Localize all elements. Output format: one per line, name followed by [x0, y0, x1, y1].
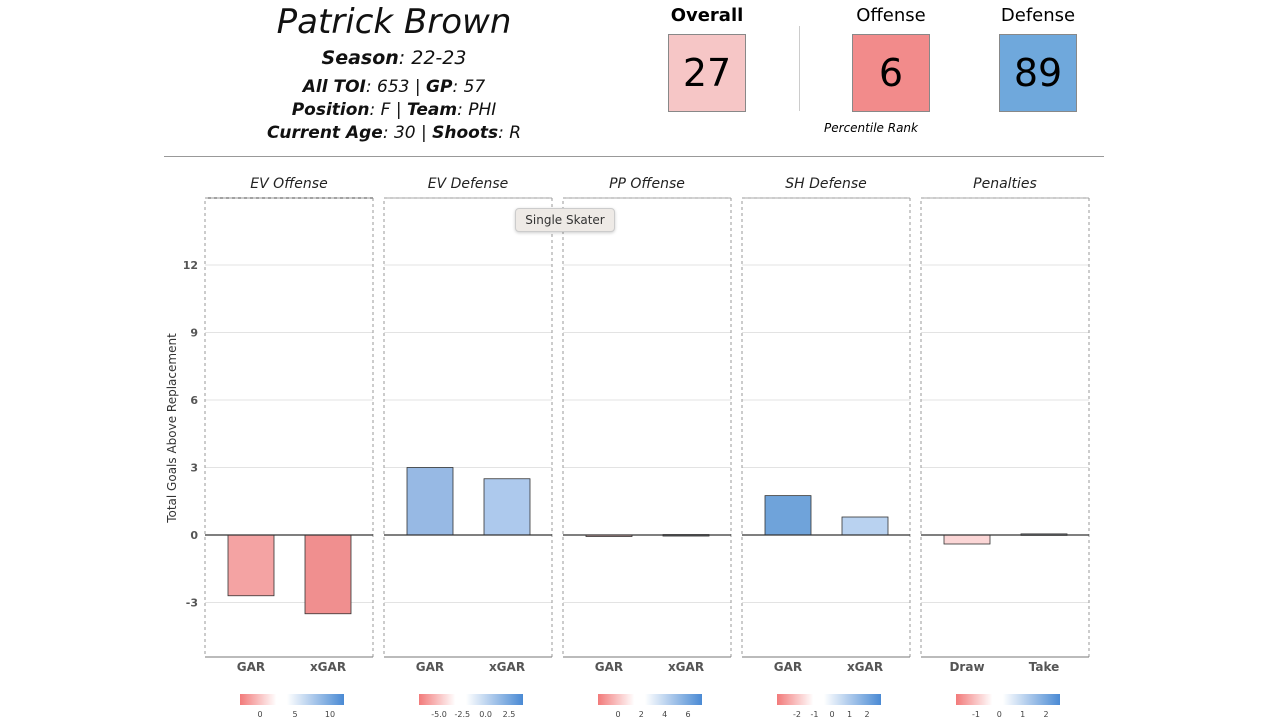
legend-tick-label: 10	[325, 710, 335, 719]
legend-tick-label: -1	[972, 710, 980, 719]
x-tick-label: Draw	[949, 660, 984, 674]
percentile-note: Percentile Rank	[824, 121, 918, 135]
legend-tick-label: 0	[829, 710, 834, 719]
color-legend-bar	[419, 694, 523, 705]
toi-line: All TOI: 653 | GP: 57	[302, 77, 486, 97]
offense-label: Offense	[856, 5, 926, 26]
panel-title: EV Offense	[250, 176, 327, 192]
position-line: Position: F | Team: PHI	[291, 100, 497, 120]
legend-tick-label: -1	[811, 710, 819, 719]
x-tick-label: Take	[1029, 660, 1060, 674]
player-name: Patrick Brown	[276, 2, 512, 42]
panel-title: PP Offense	[609, 176, 685, 192]
color-legend-bar	[777, 694, 881, 705]
x-tick-label: xGAR	[489, 660, 525, 674]
bar-gar	[227, 534, 275, 597]
panel-border	[562, 197, 732, 658]
panel-title: EV Defense	[428, 176, 509, 192]
legend-tick-label: -5.0	[431, 710, 447, 719]
defense-rank-box: 89	[999, 34, 1077, 112]
panel-border	[741, 197, 911, 658]
season-line: Season: 22-23	[321, 47, 467, 69]
bar-xgar	[483, 478, 531, 536]
x-tick-label: xGAR	[847, 660, 883, 674]
overall-rank-box: 27	[668, 34, 746, 112]
header-divider	[164, 156, 1104, 157]
bar-xgar	[841, 516, 889, 536]
legend-tick-label: 4	[662, 710, 667, 719]
legend-tick-label: 0.0	[479, 710, 492, 719]
age-line: Current Age: 30 | Shoots: R	[266, 123, 522, 143]
x-tick-label: GAR	[237, 660, 265, 674]
y-axis-label: Total Goals Above Replacement	[165, 333, 179, 524]
tooltip: Single Skater	[515, 208, 615, 232]
panel-title: SH Defense	[785, 176, 867, 192]
legend-tick-label: 0	[257, 710, 262, 719]
bar-gar	[764, 495, 812, 536]
offense-rank-box: 6	[852, 34, 930, 112]
legend-tick-label: 5	[292, 710, 297, 719]
overall-label: Overall	[670, 5, 744, 26]
legend-tick-label: 0	[615, 710, 620, 719]
divider	[799, 26, 800, 111]
legend-tick-label: 6	[685, 710, 690, 719]
color-legend-bar	[956, 694, 1060, 705]
legend-tick-label: 2	[864, 710, 869, 719]
bar-gar	[406, 467, 454, 536]
panel-border	[383, 197, 553, 658]
x-tick-label: xGAR	[310, 660, 346, 674]
panel-title: Penalties	[973, 176, 1037, 192]
x-tick-label: GAR	[595, 660, 623, 674]
legend-tick-label: 1	[1020, 710, 1025, 719]
legend-tick-label: 0	[997, 710, 1002, 719]
legend-tick-label: 2	[639, 710, 644, 719]
legend-tick-label: 1	[847, 710, 852, 719]
bar-xgar	[304, 534, 352, 615]
y-tick-label: 3	[190, 462, 198, 475]
color-legend-bar	[598, 694, 702, 705]
y-tick-label: 0	[190, 529, 198, 542]
x-tick-label: xGAR	[668, 660, 704, 674]
x-tick-label: GAR	[416, 660, 444, 674]
legend-tick-label: 2	[1043, 710, 1048, 719]
bar-draw	[943, 534, 991, 545]
legend-tick-label: -2.5	[455, 710, 471, 719]
y-tick-label: 9	[190, 327, 198, 340]
defense-label: Defense	[1000, 5, 1076, 26]
y-tick-label: -3	[186, 597, 198, 610]
y-tick-label: 12	[183, 259, 198, 272]
y-tick-label: 6	[190, 394, 198, 407]
legend-tick-label: -2	[793, 710, 801, 719]
legend-tick-label: 2.5	[503, 710, 516, 719]
color-legend-bar	[240, 694, 344, 705]
x-tick-label: GAR	[774, 660, 802, 674]
panel-border	[920, 197, 1090, 658]
